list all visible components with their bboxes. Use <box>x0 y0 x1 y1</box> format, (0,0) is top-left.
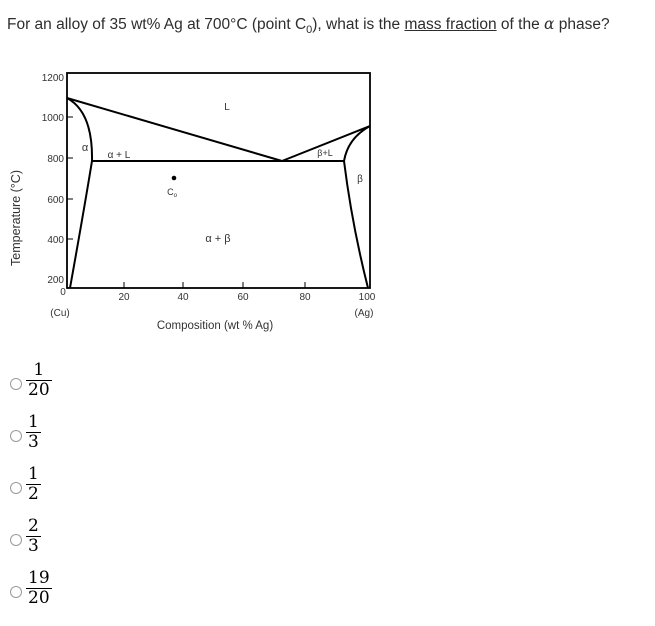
x-tick-label: 100 <box>359 292 376 303</box>
y-tick-label: 800 <box>47 154 64 165</box>
radio-button[interactable] <box>10 430 22 442</box>
question-underlined: mass fraction <box>404 16 497 33</box>
question-part-3: of the <box>496 16 545 33</box>
x-tick-label: 80 <box>299 292 311 303</box>
phase-boundaries <box>66 97 371 289</box>
region-label-alpha: α <box>82 142 89 154</box>
fraction-denominator: 3 <box>28 536 39 556</box>
y-tick-label: 600 <box>47 195 64 206</box>
question-text: For an alloy of 35 wt% Ag at 700°C (poin… <box>7 14 652 40</box>
x-tick-label: 40 <box>177 292 189 303</box>
y-tick-labels: 1200 1000 800 600 400 200 <box>42 73 65 286</box>
fraction-bar <box>26 484 41 485</box>
fraction-numerator: 1 <box>28 464 39 484</box>
fraction-denominator: 2 <box>28 484 39 504</box>
y-tick-label: 1000 <box>42 113 65 124</box>
fraction-bar <box>26 380 52 381</box>
fraction: 1 3 <box>26 414 41 451</box>
liquidus-left <box>66 97 283 162</box>
y-tick-label: 200 <box>47 275 64 286</box>
x-tick-label: 0 <box>60 287 66 298</box>
solidus-right <box>343 125 371 162</box>
fraction-bar <box>26 588 52 589</box>
fraction-bar <box>26 432 41 433</box>
question-part-2: ), what is the <box>312 16 405 33</box>
radio-button[interactable] <box>10 482 22 494</box>
fraction-bar <box>26 536 41 537</box>
point-c0-label: Co <box>167 187 178 199</box>
fraction-numerator: 19 <box>28 568 50 588</box>
solvus-left <box>69 160 93 289</box>
fraction: 1 20 <box>26 362 52 399</box>
radio-button[interactable] <box>10 586 22 598</box>
fraction: 1 2 <box>26 466 41 503</box>
y-axis-label: Temperature (°C) <box>9 170 23 266</box>
region-label-alpha-plus-beta: α + β <box>205 233 230 245</box>
solidus-left <box>66 97 94 162</box>
y-tick-marks <box>67 116 73 240</box>
plot-frame <box>66 72 371 289</box>
x-tick-labels: 0 20 40 60 80 100 <box>60 287 376 303</box>
question-part-4: phase? <box>554 16 610 33</box>
question-alpha: α <box>544 15 555 33</box>
point-c0-letter: C <box>167 187 174 197</box>
radio-button[interactable] <box>10 534 22 546</box>
liquidus-right <box>281 125 371 162</box>
fraction-denominator: 20 <box>28 380 50 400</box>
x-tick-marks <box>123 282 306 288</box>
fraction-denominator: 20 <box>28 588 50 608</box>
phase-diagram: Temperature (°C) 1200 1000 800 600 400 2… <box>9 72 376 332</box>
region-label-liquid: L <box>224 102 230 113</box>
radio-button[interactable] <box>10 378 22 390</box>
fraction-denominator: 3 <box>28 432 39 452</box>
fraction: 19 20 <box>26 570 52 607</box>
region-label-alpha-plus-liquid: α + L <box>108 150 131 161</box>
fraction-numerator: 1 <box>33 360 45 380</box>
x-end-label-ag: (Ag) <box>355 308 374 319</box>
x-tick-label: 60 <box>237 292 249 303</box>
y-tick-label: 1200 <box>42 73 65 84</box>
x-axis-label: Composition (wt % Ag) <box>157 320 273 332</box>
fraction-numerator: 1 <box>28 412 39 432</box>
x-tick-label: 20 <box>118 292 130 303</box>
region-label-beta-plus-liquid: β+L <box>317 148 332 158</box>
question-subscript: 0 <box>306 24 313 37</box>
point-c0-subscript: o <box>174 193 178 199</box>
fraction-numerator: 2 <box>28 516 39 536</box>
solvus-right <box>343 160 369 289</box>
point-c0-marker <box>171 175 177 181</box>
x-end-label-cu: (Cu) <box>50 308 69 319</box>
fraction: 2 3 <box>26 518 41 555</box>
region-label-beta: β <box>357 174 363 185</box>
y-tick-label: 400 <box>47 235 64 246</box>
region-labels: L α α + L β+L β α + β Co <box>82 102 363 245</box>
question-part-1: For an alloy of 35 wt% Ag at 700°C (poin… <box>7 16 307 33</box>
